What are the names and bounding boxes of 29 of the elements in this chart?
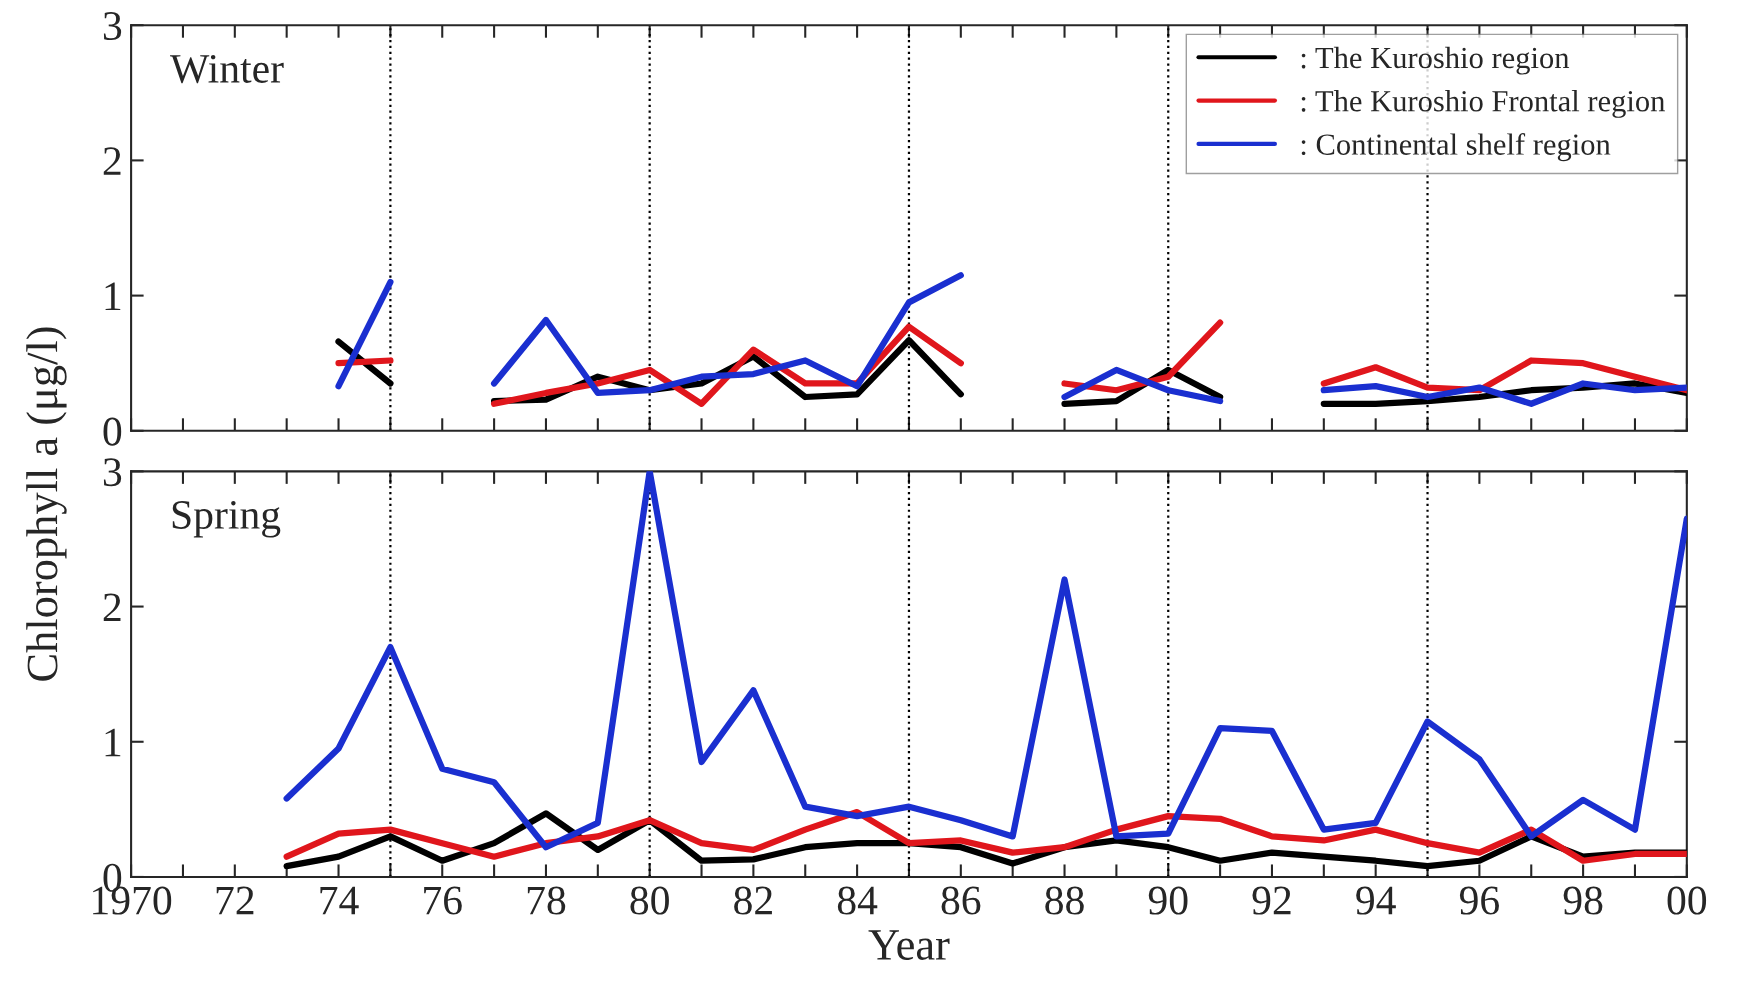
y-tick-label: 3: [103, 12, 122, 41]
x-tick-label: 78: [527, 886, 566, 915]
y-tick-label: 2: [103, 593, 121, 622]
x-tick-label: 94: [1356, 886, 1396, 915]
y-tick-label: 3: [103, 458, 122, 487]
text: Winter: [170, 54, 284, 84]
x-tick-label: 72: [216, 886, 254, 915]
y-tick-label: 0: [103, 417, 122, 446]
x-tick-label: 86: [941, 886, 981, 915]
y-tick-label: 2: [103, 147, 121, 175]
legend-label: : The Kuroshio region: [1301, 46, 1570, 75]
x-tick-label: 88: [1045, 886, 1084, 915]
x-tick-label: 76: [424, 886, 462, 915]
y-tick-label: 1: [105, 728, 121, 757]
x-tick-label: 00: [1667, 886, 1707, 915]
x-tick-label: 80: [630, 886, 669, 915]
y-axis-title: Chlorophyll a (μg/l): [26, 327, 67, 681]
legend-label: : Continental shelf region: [1301, 133, 1611, 162]
x-tick-label: 98: [1563, 886, 1603, 915]
legend-label: : The Kuroshio Frontal region: [1301, 90, 1665, 118]
x-tick-label: 82: [734, 886, 772, 915]
x-tick-label: 84: [837, 886, 878, 915]
x-tick-label: 92: [1252, 886, 1291, 915]
x-tick-label: 90: [1148, 886, 1188, 915]
x-axis-title: Year: [868, 930, 950, 960]
x-tick-label: 74: [320, 886, 359, 915]
text: Spring: [172, 500, 281, 538]
y-tick-label: 1: [105, 282, 121, 311]
x-tick-label: 96: [1459, 886, 1499, 915]
